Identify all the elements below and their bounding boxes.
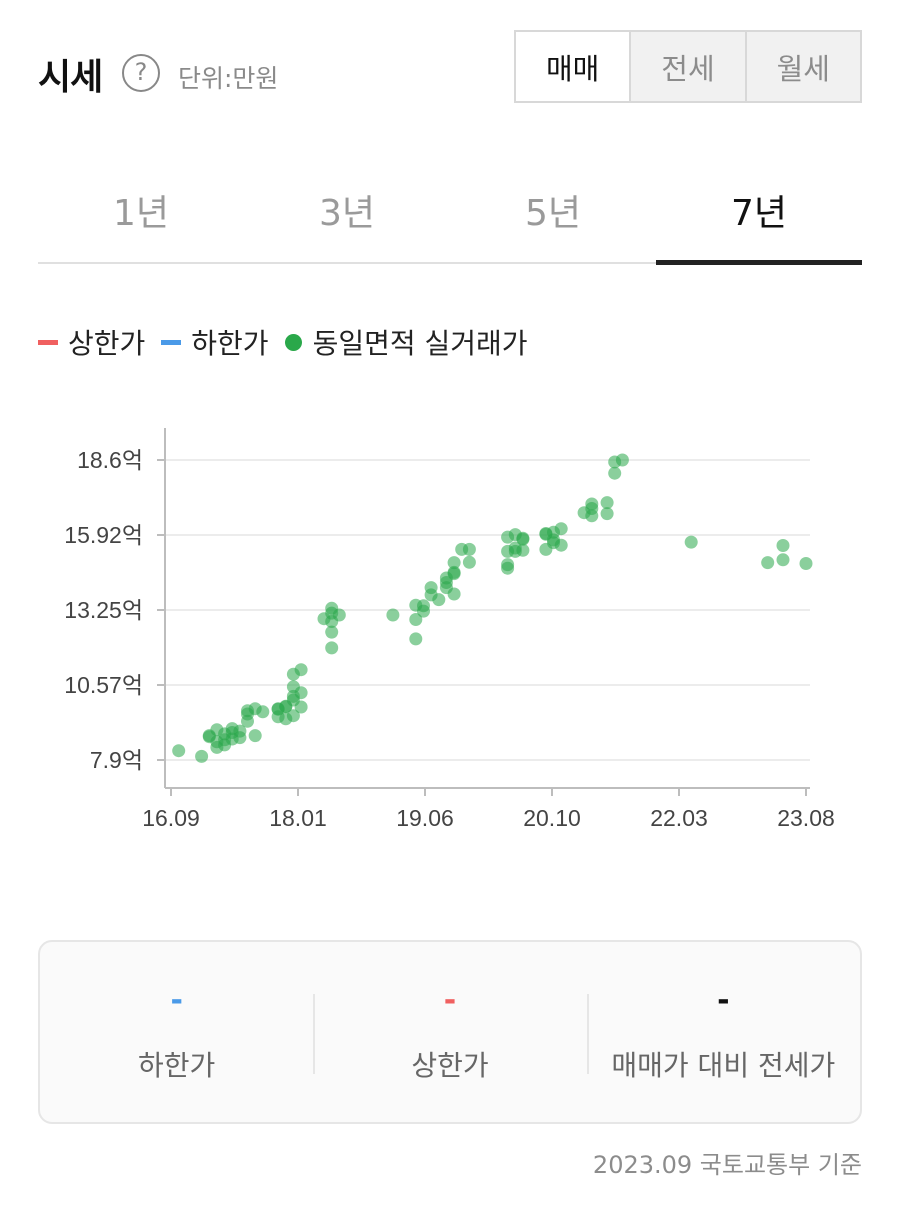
actual-price-point	[776, 539, 790, 552]
summary-jeonse-ratio: - 매매가 대비 전세가	[586, 942, 860, 1122]
actual-price-point	[615, 453, 629, 467]
actual-price-point	[600, 507, 614, 521]
actual-price-dot-icon	[284, 333, 302, 351]
y-tick-label: 18.6억	[77, 447, 143, 473]
actual-price-point	[409, 613, 423, 626]
actual-price-point	[294, 663, 308, 677]
actual-price-point	[409, 632, 423, 646]
jeonse-ratio-label: 매매가 대비 전세가	[611, 1049, 836, 1082]
price-scatter-chart: 18.6억 15.92억 13.25억 10.57억 7.9억 16.09 18.01 19.…	[0, 400, 900, 860]
x-tick-label: 22.03	[650, 805, 708, 831]
chart-points	[172, 453, 813, 763]
actual-price-point	[325, 641, 339, 655]
actual-price-point	[585, 502, 599, 515]
actual-price-point	[554, 522, 568, 536]
page-title: 시세	[38, 57, 103, 98]
actual-price-point	[286, 709, 300, 723]
tab-1-year[interactable]: 1년	[112, 193, 170, 234]
jeonse-ratio-value: -	[717, 983, 730, 1018]
tab-7-year[interactable]: 7년	[656, 170, 862, 265]
actual-price-point	[233, 724, 247, 738]
legend-label-actual: 동일면적 실거래가	[312, 327, 528, 360]
actual-price-point	[294, 700, 308, 714]
upper-limit-dash-icon	[38, 339, 58, 345]
chart-legend: 상한가 하한가 동일면적 실거래가	[38, 322, 544, 362]
actual-price-point	[608, 466, 622, 480]
deal-type-jeonse-button[interactable]: 전세	[629, 32, 744, 101]
actual-price-point	[501, 558, 515, 572]
actual-price-point	[776, 553, 790, 567]
y-tick-label: 13.25억	[64, 597, 143, 623]
y-tick-label: 7.9억	[90, 747, 143, 773]
deal-type-sale-button[interactable]: 매매	[516, 32, 630, 101]
y-tick-label: 10.57억	[64, 672, 143, 698]
actual-price-point	[516, 543, 530, 557]
data-source-note: 2023.09 국토교통부 기준	[592, 1151, 862, 1179]
upper-limit-label: 상한가	[411, 1049, 489, 1082]
legend-item-actual: 동일면적 실거래가	[284, 322, 528, 362]
tab-5-year[interactable]: 5년	[524, 193, 582, 234]
legend-item-lower: 하한가	[161, 322, 269, 362]
legend-item-upper: 상한가	[38, 322, 145, 362]
period-tabs: 1년 3년 5년 7년	[38, 170, 862, 265]
lower-limit-value: -	[170, 983, 183, 1018]
price-summary-card: - 하한가 - 상한가 - 매매가 대비 전세가	[38, 940, 862, 1124]
actual-price-point	[516, 532, 530, 546]
tab-3-year[interactable]: 3년	[318, 193, 376, 234]
deal-type-monthly-button[interactable]: 월세	[744, 32, 860, 101]
legend-label-upper: 상한가	[68, 327, 146, 360]
upper-limit-value: -	[443, 983, 457, 1018]
actual-price-point	[462, 555, 476, 569]
actual-price-point	[761, 556, 775, 570]
legend-label-lower: 하한가	[191, 327, 269, 360]
summary-upper: - 상한가	[313, 942, 586, 1122]
chart-canvas: 18.6억 15.92억 13.25억 10.57억 7.9억 16.09 18.01 19.…	[64, 428, 835, 831]
chart-axes: 18.6억 15.92억 13.25억 10.57억 7.9억 16.09 18.01 19.…	[64, 428, 835, 831]
actual-price-point	[195, 749, 209, 763]
x-tick-label: 18.01	[269, 805, 327, 831]
actual-price-point	[799, 557, 813, 570]
actual-price-point	[447, 556, 461, 570]
actual-price-point	[417, 599, 430, 613]
y-tick-label: 15.92억	[64, 522, 143, 548]
summary-lower: - 하한가	[40, 942, 313, 1122]
actual-price-point	[386, 608, 400, 622]
x-tick-label: 16.09	[142, 805, 200, 831]
x-tick-label: 20.10	[523, 805, 581, 831]
x-tick-label: 19.06	[396, 805, 454, 831]
lower-limit-dash-icon	[161, 339, 182, 345]
actual-price-point	[684, 535, 698, 549]
help-icon[interactable]: ?	[122, 54, 160, 92]
actual-price-point	[172, 744, 186, 758]
actual-price-point	[600, 496, 614, 510]
actual-price-point	[554, 538, 568, 552]
lower-limit-label: 하한가	[138, 1049, 216, 1082]
actual-price-point	[447, 565, 461, 579]
actual-price-point	[447, 587, 461, 601]
unit-label: 단위:만원	[178, 64, 279, 93]
price-header: 시세 ? 단위:만원 매매 전세 월세	[38, 30, 862, 103]
chart-grid	[165, 459, 810, 761]
actual-price-point	[432, 593, 446, 607]
x-tick-label: 23.08	[777, 805, 835, 831]
actual-price-point	[332, 608, 346, 622]
deal-type-toggle: 매매 전세 월세	[514, 30, 862, 103]
actual-price-point	[248, 729, 262, 743]
actual-price-point	[256, 705, 270, 719]
actual-price-point	[294, 686, 308, 700]
actual-price-point	[424, 581, 438, 595]
actual-price-point	[462, 542, 476, 556]
actual-price-point	[325, 625, 339, 639]
